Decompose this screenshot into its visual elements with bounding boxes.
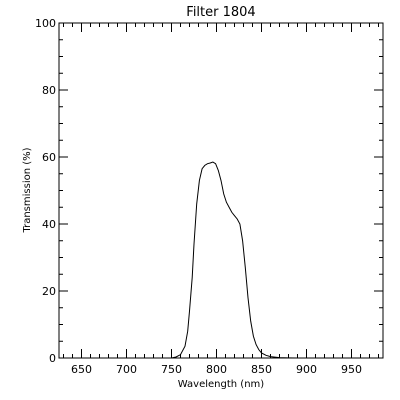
y-tick-label: 40 — [42, 218, 56, 231]
y-axis-label: Transmission (%) — [22, 147, 33, 233]
x-tick-label: 750 — [161, 363, 182, 376]
x-tick-label: 950 — [341, 363, 362, 376]
x-tick-label: 700 — [116, 363, 137, 376]
x-tick-label: 850 — [251, 363, 272, 376]
y-tick-label: 20 — [42, 285, 56, 298]
y-tick-label: 60 — [42, 151, 56, 164]
axis-ticks — [59, 22, 383, 359]
chart-title: Filter 1804 — [186, 5, 255, 20]
x-tick-label: 650 — [71, 363, 92, 376]
y-tick-label: 100 — [35, 17, 56, 30]
x-tick-label: 800 — [206, 363, 227, 376]
x-tick-label: 900 — [296, 363, 317, 376]
transmission-curve — [162, 161, 307, 359]
y-tick-label: 80 — [42, 84, 56, 97]
y-tick-label: 0 — [49, 352, 56, 365]
plot-frame — [58, 22, 384, 359]
tick-labels: 650 700 750 800 850 900 950 0 20 40 60 80 100 — [35, 17, 362, 376]
x-axis-label: Wavelength (nm) — [178, 379, 264, 390]
